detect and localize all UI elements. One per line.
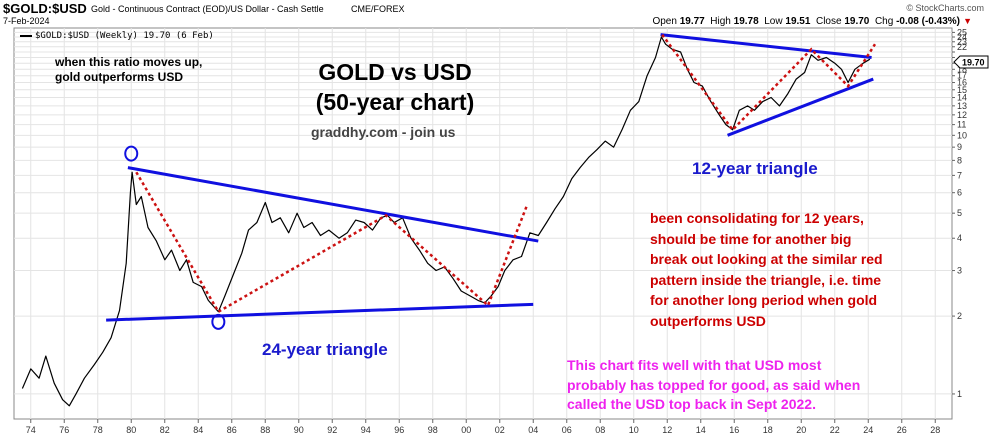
ratio-note: when this ratio moves up, gold outperfor… bbox=[55, 55, 203, 84]
watermark: © StockCharts.com bbox=[906, 3, 984, 13]
x-tick-label: 06 bbox=[562, 425, 572, 435]
chg-label: Chg bbox=[874, 16, 894, 27]
x-tick-label: 26 bbox=[897, 425, 907, 435]
x-tick-label: 98 bbox=[428, 425, 438, 435]
chart-title: GOLD vs USD (50-year chart) bbox=[315, 59, 475, 115]
y-tick-label: 13 bbox=[957, 101, 967, 111]
y-tick-label: 17 bbox=[957, 71, 967, 81]
marker-circle bbox=[124, 145, 139, 162]
x-tick-label: 22 bbox=[830, 425, 840, 435]
x-tick-label: 24 bbox=[863, 425, 873, 435]
x-tick-label: 02 bbox=[495, 425, 505, 435]
pattern-line bbox=[135, 171, 528, 314]
open-value: 19.77 bbox=[679, 16, 705, 27]
x-tick-label: 90 bbox=[294, 425, 304, 435]
x-tick-label: 00 bbox=[461, 425, 471, 435]
x-tick-label: 20 bbox=[796, 425, 806, 435]
legend: $GOLD:$USD (Weekly) 19.70 (6 Feb) bbox=[20, 30, 214, 41]
x-tick-label: 04 bbox=[528, 425, 538, 435]
x-tick-label: 08 bbox=[595, 425, 605, 435]
y-tick-label: 11 bbox=[957, 120, 966, 130]
overlay-layer bbox=[106, 33, 877, 330]
x-tick-label: 18 bbox=[763, 425, 773, 435]
consolidating-note: been consolidating for 12 years, should … bbox=[650, 210, 883, 329]
y-tick-label: 24 bbox=[957, 32, 967, 42]
header-ohlc: Open 19.77 High 19.78 Low 19.51 Close 19… bbox=[652, 16, 960, 27]
open-label: Open bbox=[652, 16, 677, 27]
y-tick-label: 18 bbox=[957, 64, 967, 74]
y-tick-label: 3 bbox=[957, 266, 962, 276]
y-tick-label: 10 bbox=[957, 130, 967, 140]
y-tick-label: 1 bbox=[957, 389, 962, 399]
x-tick-label: 12 bbox=[662, 425, 672, 435]
plot-frame bbox=[13, 27, 953, 420]
header-date: 7-Feb-2024 bbox=[3, 16, 50, 26]
x-tick-label: 76 bbox=[59, 425, 69, 435]
x-tick-label: 74 bbox=[26, 425, 36, 435]
low-label: Low bbox=[764, 16, 783, 27]
legend-line-icon bbox=[20, 34, 32, 37]
grid-lines bbox=[14, 28, 952, 419]
trendline bbox=[660, 33, 872, 59]
high-value: 19.78 bbox=[733, 16, 759, 27]
y-tick-label: 12 bbox=[957, 110, 967, 120]
x-tick-label: 86 bbox=[227, 425, 237, 435]
y-tick-label: 7 bbox=[957, 170, 962, 180]
x-tick-label: 10 bbox=[629, 425, 639, 435]
x-tick-label: 92 bbox=[327, 425, 337, 435]
x-tick-label: 94 bbox=[361, 425, 371, 435]
x-tick-label: 96 bbox=[394, 425, 404, 435]
trendline bbox=[727, 77, 874, 137]
y-tick-label: 14 bbox=[957, 93, 967, 103]
y-tick-label: 22 bbox=[957, 42, 967, 52]
header-symbol: $GOLD:$USD bbox=[3, 1, 87, 16]
marker-circle bbox=[211, 313, 226, 330]
chg-down-icon: ▼ bbox=[963, 16, 972, 26]
x-tick-label: 16 bbox=[729, 425, 739, 435]
y-tick-label: 15 bbox=[957, 85, 967, 95]
y-tick-label: 16 bbox=[957, 78, 967, 88]
x-tick-label: 28 bbox=[930, 425, 940, 435]
y-tick-label: 2 bbox=[957, 311, 962, 321]
triangle-12-label: 12-year triangle bbox=[692, 159, 818, 178]
header-exchange: CME/FOREX bbox=[351, 4, 405, 14]
legend-label: $GOLD:$USD (Weekly) 19.70 (6 Feb) bbox=[35, 31, 214, 41]
x-tick-label: 80 bbox=[126, 425, 136, 435]
x-tick-label: 14 bbox=[696, 425, 706, 435]
last-value-tag: 19.70 bbox=[953, 55, 989, 69]
site-credit: graddhy.com - join us bbox=[311, 124, 456, 140]
header-description: Gold - Continuous Contract (EOD)/US Doll… bbox=[91, 4, 324, 14]
usd-note: This chart fits well with that USD most … bbox=[567, 357, 861, 412]
close-value: 19.70 bbox=[844, 16, 870, 27]
y-tick-label: 9 bbox=[957, 142, 962, 152]
close-label: Close bbox=[815, 16, 842, 27]
last-value-label: 19.70 bbox=[962, 58, 985, 68]
y-tick-label: 4 bbox=[957, 233, 962, 243]
y-tick-label: 6 bbox=[957, 188, 962, 198]
triangle-24-label: 24-year triangle bbox=[262, 340, 388, 359]
x-tick-label: 82 bbox=[160, 425, 170, 435]
x-axis: 74 76 78 80 82 84 86 88 90 92 94 96 98 00 02 04 06 08 10 12… bbox=[26, 419, 940, 435]
y-tick-label: 23 bbox=[957, 37, 967, 47]
x-tick-label: 78 bbox=[93, 425, 103, 435]
y-tick-label: 25 bbox=[957, 27, 967, 37]
x-tick-label: 84 bbox=[193, 425, 203, 435]
high-label: High bbox=[710, 16, 731, 27]
trendline bbox=[127, 166, 539, 243]
trendline bbox=[106, 302, 534, 322]
x-tick-label: 88 bbox=[260, 425, 270, 435]
chg-value: -0.08 (-0.43%) bbox=[896, 16, 960, 27]
y-tick-label: 5 bbox=[957, 208, 962, 218]
y-tick-label: 8 bbox=[957, 155, 962, 165]
low-value: 19.51 bbox=[785, 16, 811, 27]
pattern-line bbox=[661, 33, 877, 132]
